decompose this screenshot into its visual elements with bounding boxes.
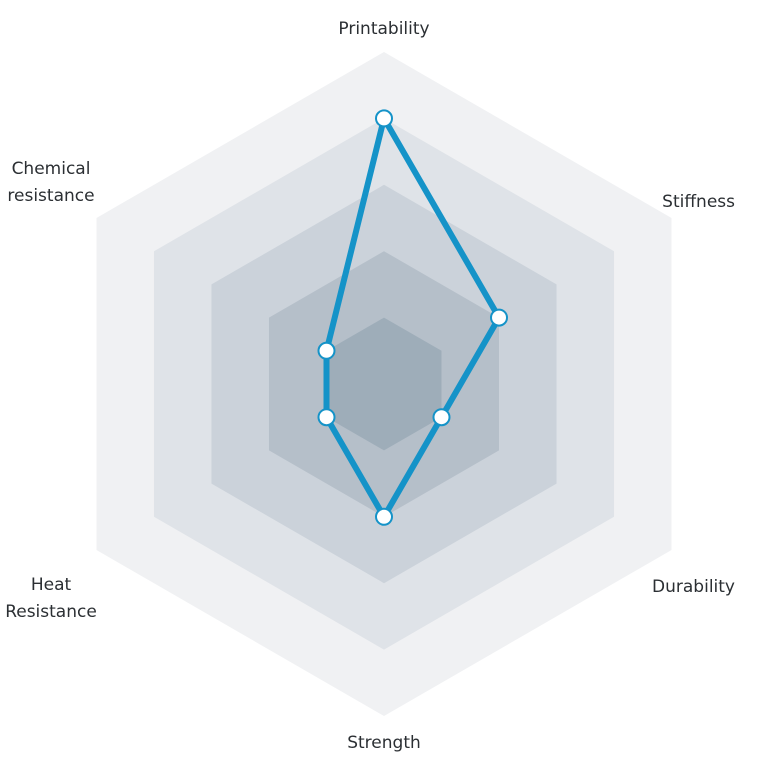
axis-label-stiffness: Stiffness (662, 192, 735, 212)
radar-grid-bands (96, 52, 672, 716)
data-point-strength[interactable] (375, 507, 393, 526)
data-point-printability[interactable] (375, 109, 393, 128)
grid-band-level-1 (326, 317, 442, 451)
axis-label-printability: Printability (338, 19, 429, 39)
axis-label-strength: Strength (347, 733, 421, 753)
radar-series-layer (317, 109, 509, 526)
data-point-heat-resistance[interactable] (317, 408, 336, 427)
data-point-durability[interactable] (432, 408, 451, 427)
axis-label-chemical-resistance: Chemical resistance (7, 159, 94, 206)
data-point-chemical-resistance[interactable] (317, 341, 336, 360)
axis-label-heat-resistance: Heat Resistance (5, 575, 97, 622)
axis-label-durability: Durability (652, 577, 735, 597)
data-point-stiffness[interactable] (490, 308, 509, 327)
radar-axis-labels: Printability Stiffness Durability Strength H… (5, 19, 735, 753)
